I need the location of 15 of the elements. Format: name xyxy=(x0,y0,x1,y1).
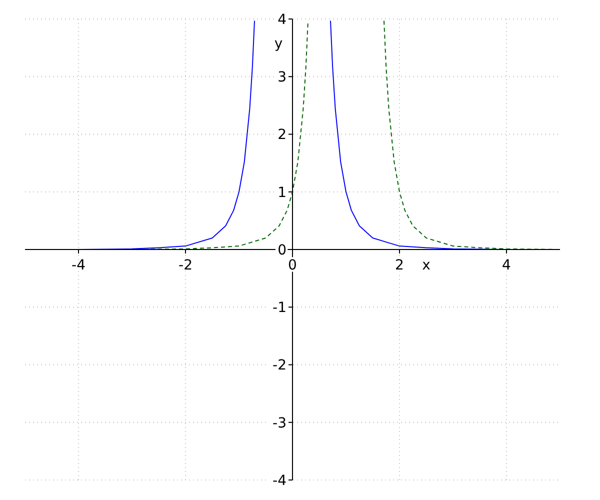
y-tick-label: 3 xyxy=(278,70,286,86)
y-tick-label: -4 xyxy=(272,472,287,489)
y-tick-label: 2 xyxy=(278,127,286,144)
x-tick-label: 4 xyxy=(502,258,512,274)
y-tick-label: 1 xyxy=(278,184,286,201)
y-tick-label: 4 xyxy=(278,12,287,28)
x-tick-label: -2 xyxy=(178,258,192,274)
y-axis-title: y xyxy=(274,36,283,52)
x-tick-label: 2 xyxy=(395,258,404,274)
y-tick-label: -3 xyxy=(272,415,286,432)
x-tick-label: -4 xyxy=(72,258,86,274)
y-tick-label: -1 xyxy=(272,300,286,316)
x-axis-title: x xyxy=(422,258,430,274)
y-tick-label: 0 xyxy=(278,242,286,258)
y-tick-label: -2 xyxy=(272,358,286,374)
